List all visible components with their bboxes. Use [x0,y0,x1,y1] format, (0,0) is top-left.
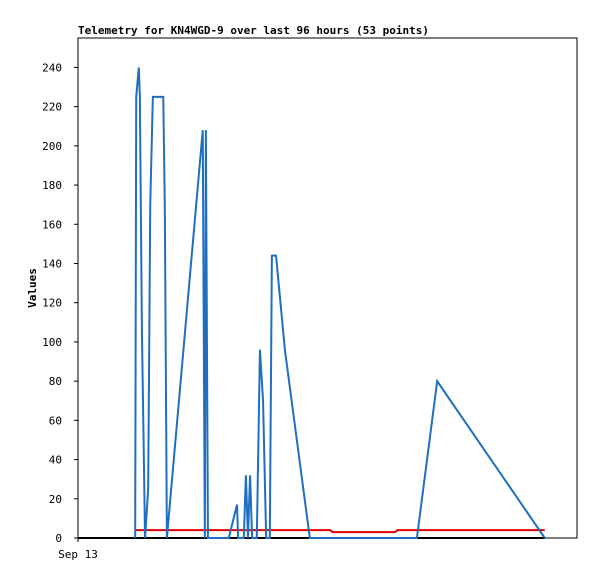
y-tick-label: 0 [55,532,62,545]
y-tick-label: 120 [42,297,62,310]
chart-title: Telemetry for KN4WGD-9 over last 96 hour… [78,24,429,37]
y-tick-label: 220 [42,101,62,114]
series-line [135,529,545,534]
y-axis-label: Values [26,268,39,308]
y-tick-label: 140 [42,257,62,270]
y-tick-label: 80 [49,375,62,388]
y-tick-label: 20 [49,493,62,506]
y-tick-label: 100 [42,336,62,349]
y-tick-label: 60 [49,414,62,427]
y-tick-label: 40 [49,454,62,467]
series-line [134,67,546,539]
y-tick-label: 160 [42,218,62,231]
y-tick-label: 200 [42,140,62,153]
y-tick-label: 240 [42,61,62,74]
x-tick-label: Sep 13 [58,548,98,561]
y-tick-label: 180 [42,179,62,192]
